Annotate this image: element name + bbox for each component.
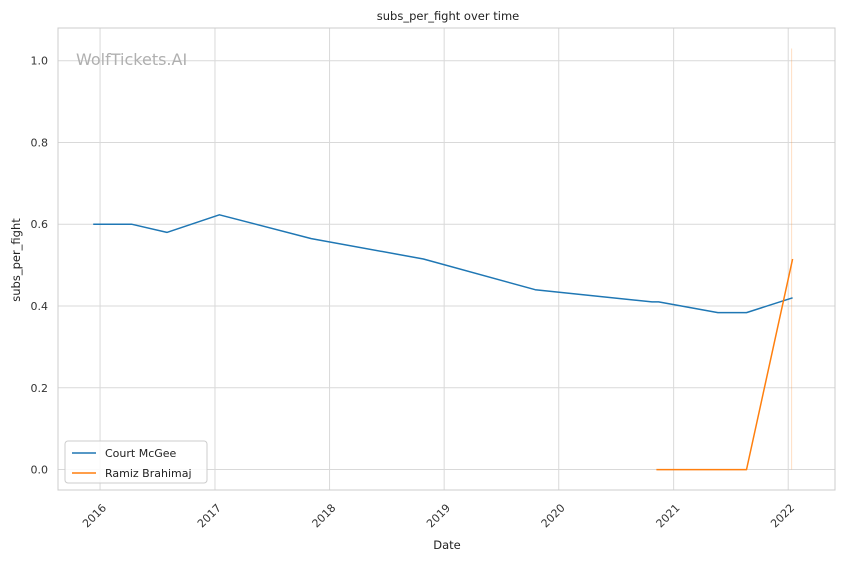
legend: Court McGee Ramiz Brahimaj	[64, 440, 208, 484]
legend-label: Ramiz Brahimaj	[105, 467, 192, 480]
y-tick-label: 0.0	[31, 464, 49, 477]
y-tick-label: 0.6	[31, 218, 49, 231]
series-layer	[93, 214, 794, 471]
series-line-ramiz-brahimaj	[656, 258, 794, 471]
series-line-court-mcgee	[93, 214, 793, 314]
y-tick-label: 0.4	[31, 300, 49, 313]
y-axis-title: subs_per_fight	[9, 218, 23, 302]
watermark: WolfTickets.AI	[76, 50, 187, 69]
chart-title: subs_per_fight over time	[377, 9, 519, 23]
legend-label: Court McGee	[105, 447, 177, 460]
y-tick-label: 0.8	[31, 136, 49, 149]
y-ticks: 0.0 0.2 0.4 0.6 0.8 1.0	[31, 55, 49, 477]
x-axis-title: Date	[433, 538, 461, 552]
legend-box	[64, 440, 208, 484]
plot-frame	[57, 27, 836, 491]
y-tick-label: 1.0	[31, 55, 49, 68]
y-tick-label: 0.2	[31, 382, 49, 395]
